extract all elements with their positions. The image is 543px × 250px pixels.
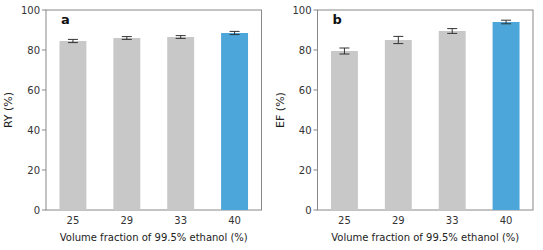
error-bar <box>176 36 186 39</box>
panel: 0 20 40 60 80 100 25 29 33 40 Volume fraction of 9… <box>274 5 534 244</box>
panel-label: a <box>61 12 70 27</box>
x-tick-label: 33 <box>174 215 187 226</box>
error-cap <box>501 23 511 24</box>
error-bar <box>230 31 240 34</box>
y-tick-label: 20 <box>27 165 40 176</box>
bar <box>385 40 412 210</box>
x-tick-label: 25 <box>67 215 80 226</box>
bars <box>59 31 248 210</box>
x-tick-label: 40 <box>500 215 513 226</box>
x-tick-label: 29 <box>120 215 133 226</box>
bar <box>331 51 358 210</box>
plot-frame <box>46 10 262 210</box>
y-axis-label: EF (%) <box>274 92 287 128</box>
y-tick <box>314 50 318 51</box>
plot-frame <box>318 10 534 210</box>
error-bar <box>339 48 349 54</box>
x-tick-label: 29 <box>392 215 405 226</box>
error-bar <box>393 36 403 43</box>
y-tick-label: 20 <box>299 165 312 176</box>
y-tick <box>42 210 46 211</box>
error-cap <box>447 33 457 34</box>
bar <box>493 22 520 210</box>
x-tick-label: 40 <box>228 215 241 226</box>
y-tick-label: 0 <box>305 205 311 216</box>
y-tick <box>314 130 318 131</box>
error-cap <box>393 36 403 37</box>
bars <box>331 20 520 210</box>
y-axis-label: RY (%) <box>2 92 15 128</box>
y-tick <box>42 10 46 11</box>
y-tick <box>314 210 318 211</box>
error-cap <box>68 42 78 43</box>
y-tick-label: 60 <box>299 85 312 96</box>
error-cap <box>176 38 186 39</box>
panel: 0 20 40 60 80 100 25 29 33 40 Volume fraction of 9… <box>2 5 262 244</box>
error-bar <box>447 29 457 34</box>
y-tick <box>42 90 46 91</box>
y-tick <box>42 130 46 131</box>
error-cap <box>68 39 78 40</box>
panel-label: b <box>333 12 342 27</box>
bar <box>167 37 194 210</box>
y-tick <box>42 170 46 171</box>
y-tick-label: 80 <box>27 45 40 56</box>
y-tick-label: 40 <box>27 125 40 136</box>
y-tick-label: 0 <box>34 205 40 216</box>
y-tick-label: 100 <box>292 5 311 16</box>
error-cap <box>122 39 132 40</box>
error-bar <box>68 39 78 42</box>
error-line <box>344 48 345 54</box>
error-cap <box>230 31 240 32</box>
y-tick-label: 80 <box>299 45 312 56</box>
error-cap <box>393 43 403 44</box>
error-cap <box>339 48 349 49</box>
bar <box>439 31 466 210</box>
bar <box>113 38 140 210</box>
bar <box>59 41 86 210</box>
y-tick-label: 40 <box>299 125 312 136</box>
error-cap <box>230 34 240 35</box>
error-bar <box>501 20 511 24</box>
error-line <box>506 20 507 24</box>
error-cap <box>176 35 186 36</box>
x-tick-label: 33 <box>446 215 459 226</box>
y-tick-label: 100 <box>21 5 40 16</box>
error-cap <box>447 28 457 29</box>
y-tick-label: 60 <box>27 85 40 96</box>
error-cap <box>122 36 132 37</box>
error-line <box>398 36 399 43</box>
y-tick <box>314 90 318 91</box>
x-tick-label: 25 <box>338 215 351 226</box>
y-tick <box>42 50 46 51</box>
bar <box>221 33 248 210</box>
error-cap <box>501 20 511 21</box>
error-cap <box>339 54 349 55</box>
y-tick <box>314 10 318 11</box>
error-bar <box>122 37 132 40</box>
x-axis-label: Volume fraction of 99.5% ethanol (%) <box>331 232 519 243</box>
error-line <box>452 29 453 34</box>
x-axis-label: Volume fraction of 99.5% ethanol (%) <box>60 232 248 243</box>
chart-figure: 0 20 40 60 80 100 25 29 33 40 Volume fraction of 9… <box>0 0 543 250</box>
y-tick <box>314 170 318 171</box>
